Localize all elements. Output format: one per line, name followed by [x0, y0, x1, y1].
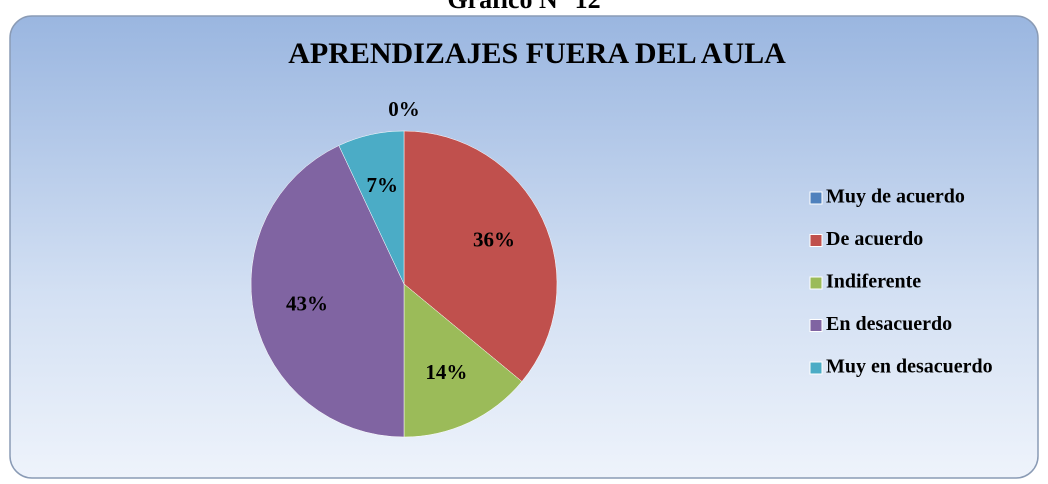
legend-swatch	[809, 234, 823, 247]
pie-slice	[403, 130, 558, 382]
data-label: 0%	[388, 97, 420, 121]
legend-swatch	[809, 276, 823, 290]
legend-label: Muy en desacuerdo	[826, 356, 993, 378]
caption: Gráfico N° 12	[447, 0, 600, 14]
data-label: 7%	[367, 173, 399, 197]
legend-label: Indiferente	[826, 271, 921, 293]
legend-label: De acuerdo	[826, 228, 923, 250]
legend-swatch	[809, 191, 823, 205]
chart-title: APRENDIZAJES FUERA DEL AULA	[288, 37, 786, 70]
data-label: 14%	[425, 360, 467, 384]
data-label: 43%	[286, 292, 328, 316]
pie-slice	[403, 283, 523, 438]
legend-label: En desacuerdo	[826, 313, 952, 335]
legend-label: Muy de acuerdo	[826, 186, 965, 208]
legend-swatch	[809, 361, 823, 375]
legend-swatch	[809, 319, 823, 332]
pie-slice	[250, 145, 405, 438]
pie-slice	[338, 130, 405, 285]
data-label: 36%	[473, 227, 515, 251]
